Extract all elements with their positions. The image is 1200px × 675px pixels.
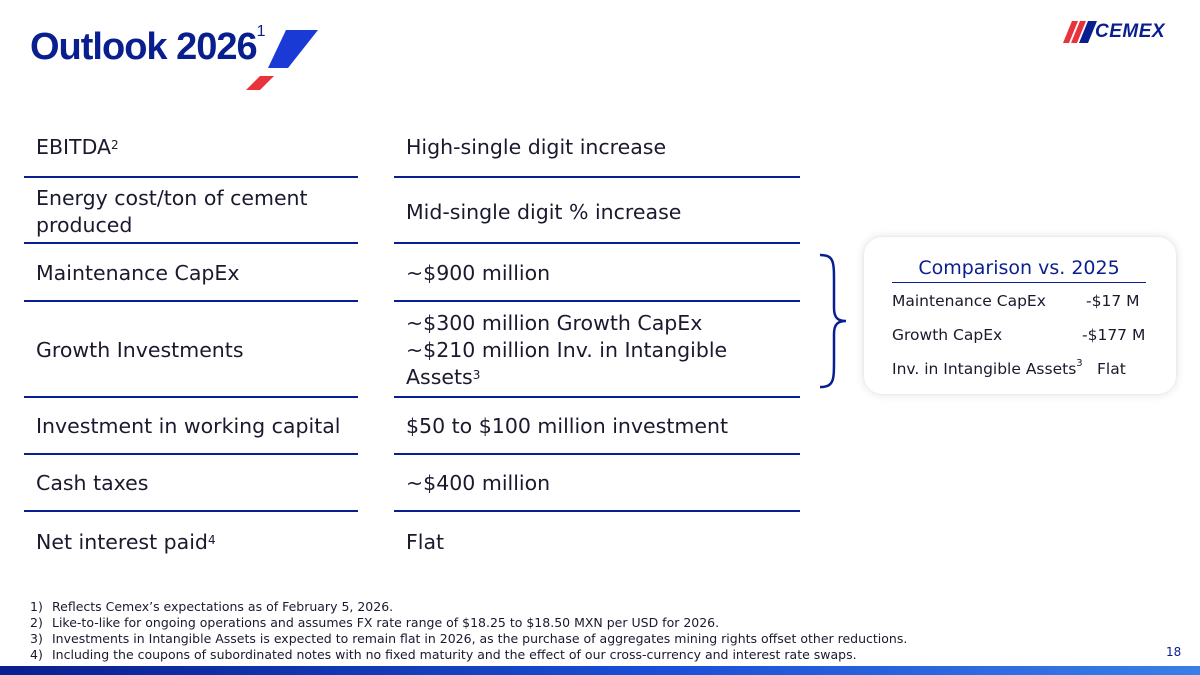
row-value: $50 to $100 million investment [406, 414, 728, 438]
footnote-ref: 3 [472, 367, 481, 382]
page-title-footnote-ref: 1 [256, 23, 266, 40]
footnote-ref: 4 [207, 532, 216, 547]
comparison-label: Maintenance CapEx [892, 292, 1046, 310]
footnote: 4) Including the coupons of subordinated … [30, 647, 857, 662]
row-value: Flat [406, 529, 445, 554]
page-number: 18 [1166, 645, 1182, 659]
row-divider [24, 300, 358, 302]
row-label: Growth Investments [36, 337, 244, 362]
row-divider [394, 453, 800, 455]
outlook-row-energy-cost: Energy cost/ton of cement produced Mid-s… [24, 178, 800, 244]
row-value: ~$900 million [406, 260, 551, 285]
row-value: ~$300 million Growth CapEx ~$210 million… [406, 304, 786, 396]
row-value: ~$400 million [406, 471, 551, 495]
row-divider [394, 396, 800, 398]
footnote-ref: 3 [1076, 358, 1083, 369]
row-value: High-single digit increase [406, 134, 667, 159]
row-divider [24, 242, 358, 244]
row-value-line: ~$300 million Growth CapEx [406, 310, 703, 335]
row-value-line: ~$210 million Inv. in Intangible Assets3 [406, 337, 728, 389]
outlook-row-net-interest: Net interest paid 4 Flat [24, 512, 800, 568]
page-title: Outlook 20261 [30, 24, 266, 68]
cemex-stripes-icon [1063, 21, 1097, 43]
outlook-row-working-capital: Investment in working capital $50 to $10… [24, 398, 800, 455]
footnotes: 1) Reflects Cemex’s expectations as of Fe… [30, 599, 907, 663]
row-label: Investment in working capital [36, 414, 341, 438]
footnote-ref: 2 [111, 137, 119, 152]
footnote: 3) Investments in Intangible Assets is ex… [30, 631, 908, 646]
row-divider [394, 510, 800, 512]
row-divider [394, 300, 800, 302]
row-value: Mid-single digit % increase [406, 199, 682, 224]
comparison-value: Flat [1097, 360, 1126, 378]
row-divider [24, 176, 358, 178]
footnote: 1) Reflects Cemex’s expectations as of Fe… [30, 599, 394, 614]
row-label: Energy cost/ton of cement produced [36, 186, 308, 237]
logo-text: CEMEX [1095, 21, 1166, 42]
comparison-label: Growth CapEx [892, 326, 1003, 344]
row-label: Maintenance CapEx [36, 260, 240, 285]
curly-brace-icon [819, 253, 847, 389]
row-divider [24, 453, 358, 455]
footer-bar [0, 666, 1200, 675]
comparison-label: Inv. in Intangible Assets3 [892, 358, 1083, 378]
footnote: 2) Like-to-like for ongoing operations an… [30, 615, 720, 630]
comparison-value: -$17 M [1086, 292, 1140, 310]
outlook-row-ebitda: EBITDA 2 High-single digit increase [24, 128, 800, 178]
comparison-title: Comparison vs. 2025 [892, 257, 1146, 283]
outlook-row-growth-investments: Growth Investments ~$300 million Growth … [24, 302, 800, 398]
page-title-text: Outlook 2026 [30, 26, 258, 68]
row-divider [24, 510, 358, 512]
cemex-logo: CEMEX [1063, 20, 1165, 44]
comparison-value: -$177 M [1082, 326, 1146, 344]
row-label: Cash taxes [36, 471, 149, 495]
comparison-box: Comparison vs. 2025 Maintenance CapEx -$… [864, 237, 1176, 394]
row-divider [24, 396, 358, 398]
blue-red-slash-icon [246, 30, 318, 90]
row-label: Net interest paid 4 [36, 516, 356, 568]
outlook-row-maintenance-capex: Maintenance CapEx ~$900 million [24, 244, 800, 302]
outlook-row-cash-taxes: Cash taxes ~$400 million [24, 455, 800, 512]
row-divider [394, 176, 800, 178]
row-divider [394, 242, 800, 244]
row-label: EBITDA 2 [36, 128, 356, 166]
